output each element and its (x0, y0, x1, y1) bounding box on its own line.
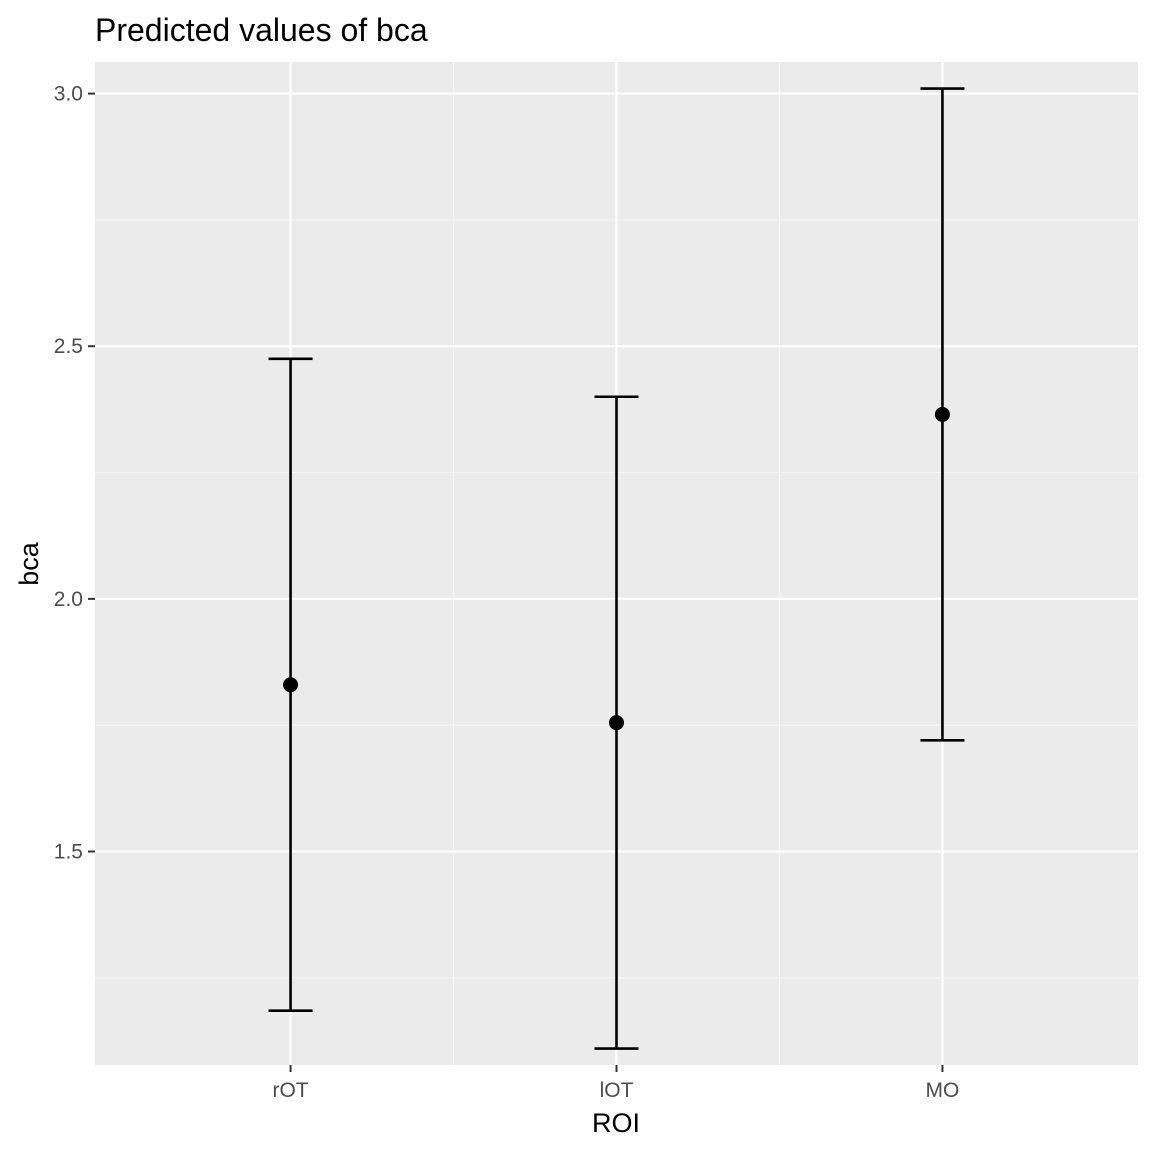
y-axis: 1.5 2.0 2.5 3.0 (54, 83, 95, 864)
data-point (609, 715, 624, 731)
x-tick-label: lOT (600, 1079, 634, 1102)
y-tick-label: 3.0 (54, 83, 83, 106)
y-axis-title: bca (14, 541, 44, 586)
y-tick-label: 2.0 (54, 588, 83, 611)
data-point (283, 677, 299, 693)
x-axis-title: ROI (592, 1108, 640, 1138)
chart-title: Predicted values of bca (95, 12, 428, 48)
data-point (934, 406, 950, 422)
x-axis: rOT lOT MO (272, 1065, 959, 1102)
data-marks (268, 87, 965, 1050)
x-tick-label: rOT (272, 1079, 308, 1102)
y-tick-label: 1.5 (54, 841, 83, 864)
y-tick-label: 2.5 (54, 335, 83, 358)
x-tick-label: MO (926, 1079, 960, 1102)
